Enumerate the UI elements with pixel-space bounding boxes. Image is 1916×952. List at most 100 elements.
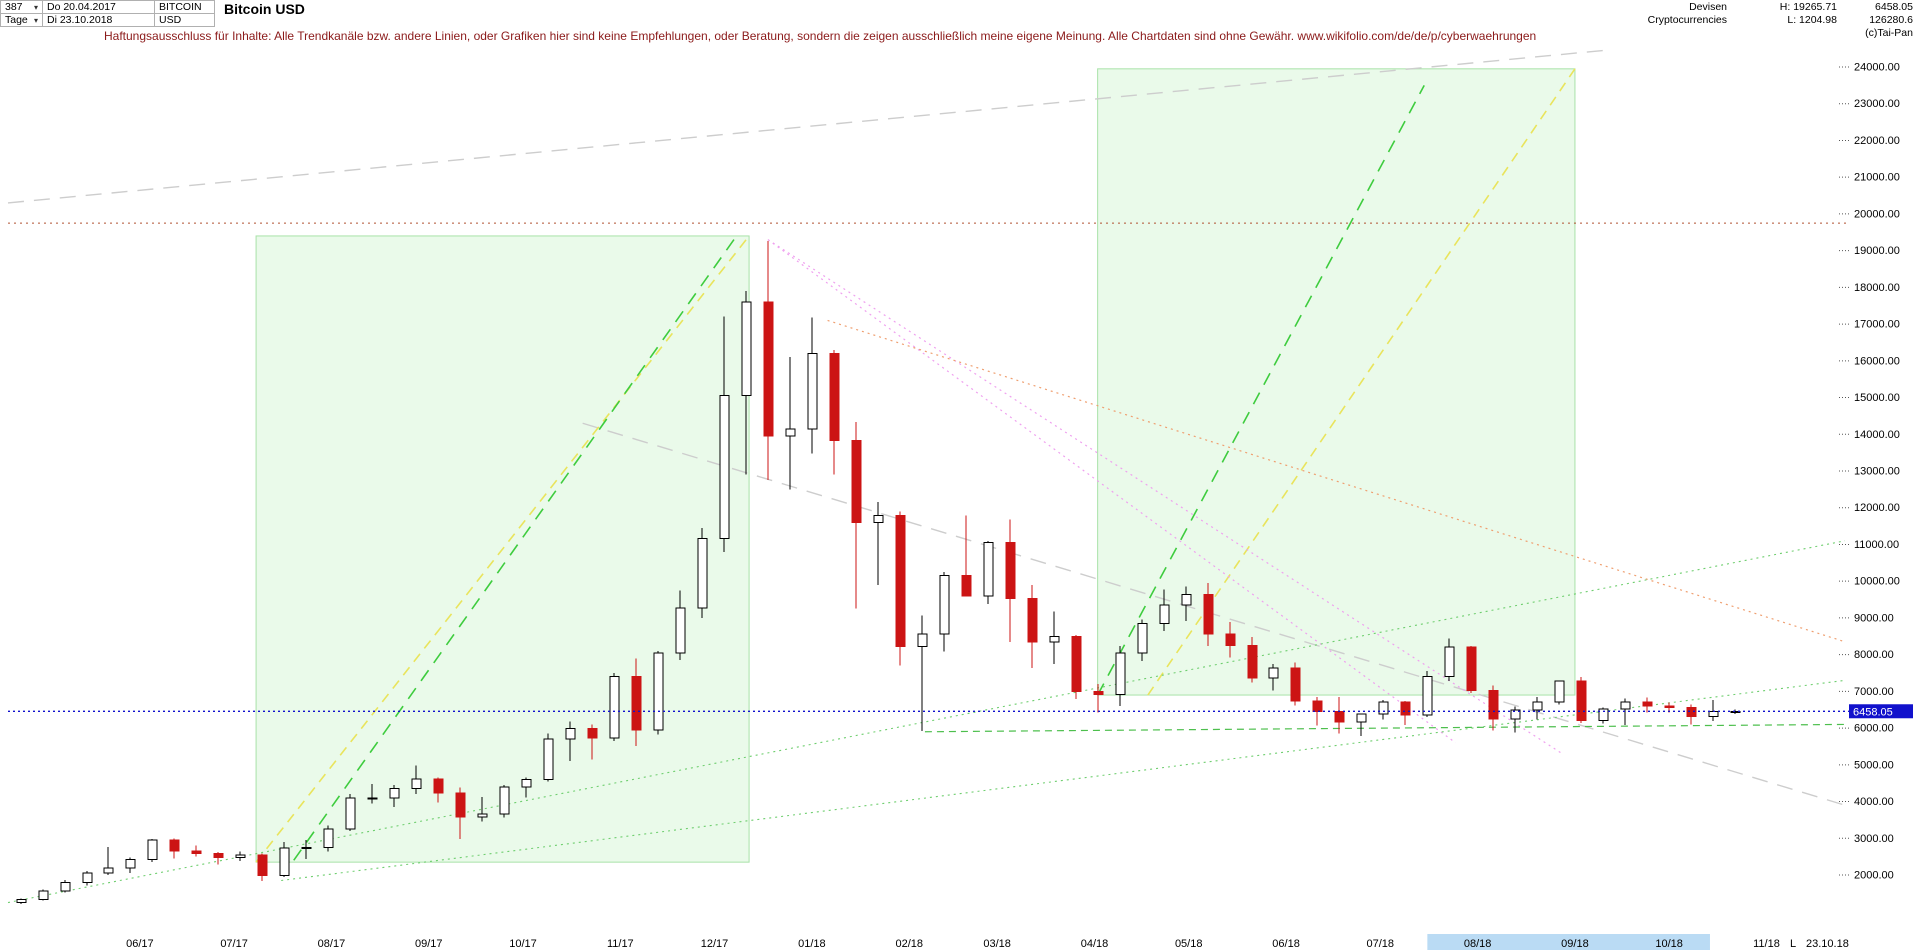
candle-up (1620, 701, 1631, 710)
candle-down (169, 839, 180, 852)
last-price-tag (1849, 704, 1913, 719)
candle-up (82, 872, 93, 884)
candle-up (60, 882, 71, 892)
date-to-field[interactable]: Di 23.10.2018 (42, 13, 155, 27)
candles (16, 240, 1741, 904)
candle-up (1049, 635, 1060, 643)
candle-up (367, 797, 378, 800)
y-axis-label: 10000.00 (1854, 576, 1900, 588)
candle-up (1422, 676, 1433, 716)
candle-up (653, 652, 664, 731)
trend-box-2018 (1097, 68, 1576, 696)
candle-up (301, 846, 312, 849)
y-axis-label: 13000.00 (1854, 466, 1900, 478)
x-axis-label: 08/17 (318, 938, 346, 950)
x-axis-label: 01/18 (798, 938, 826, 950)
candle-down (1642, 701, 1653, 707)
candle-up (1708, 711, 1719, 718)
candle-up (38, 890, 49, 901)
candle-down (1312, 700, 1323, 713)
green-support-long (7, 540, 1846, 904)
chart-settings-fields: 387 ▾ Do 20.04.2017 BITCOIN Tage ▾ Di 23.1… (0, 0, 215, 27)
y-axis-label: 23000.00 (1854, 98, 1900, 110)
y-axis-label: 5000.00 (1854, 759, 1894, 771)
cursor-prefix: L (1790, 938, 1796, 950)
candle-down (257, 854, 268, 876)
candle-down (191, 850, 202, 854)
y-axis-label: 11000.00 (1854, 539, 1899, 551)
candle-up (873, 514, 884, 523)
candle-up (785, 428, 796, 437)
period-value: Tage (5, 13, 28, 26)
candle-up (741, 301, 752, 397)
x-axis-label: 07/18 (1366, 938, 1394, 950)
pink-fan-line-flat (767, 239, 1563, 755)
candle-down (1400, 701, 1411, 716)
period-dropdown[interactable]: Tage ▾ (0, 13, 43, 27)
bars-count-dropdown[interactable]: 387 ▾ (0, 0, 43, 14)
candle-up (103, 867, 114, 874)
x-axis-label: 02/18 (895, 938, 923, 950)
last-price-tag-value: 6458.05 (1853, 706, 1893, 718)
candle-down (851, 440, 862, 523)
x-axis-selection-highlight (1427, 934, 1710, 950)
candle-down (455, 792, 466, 818)
candle-down (763, 301, 774, 437)
candle-up (1356, 713, 1367, 723)
symbol-currency: USD (154, 13, 215, 27)
date-from-field[interactable]: Do 20.04.2017 (42, 0, 155, 14)
disclaimer-text: Haftungsausschluss für Inhalte: Alle Tre… (104, 29, 1537, 43)
candle-up (1510, 709, 1521, 720)
candle-down (1466, 646, 1477, 691)
candle-up (1598, 708, 1609, 722)
candle-up (939, 574, 950, 635)
category-line1: Devisen (1689, 1, 1727, 13)
candle-down (1005, 541, 1016, 599)
candle-up (1137, 622, 1148, 654)
candle-down (961, 574, 972, 597)
copyright-label: (c)Tai-Pan (1865, 27, 1913, 39)
x-axis-label: 07/17 (220, 938, 248, 950)
chart-title: Bitcoin USD (224, 1, 305, 17)
symbol-name: BITCOIN (154, 0, 215, 14)
candle-down (895, 514, 906, 648)
green-support-low (924, 723, 1846, 733)
y-axis-label: 17000.00 (1854, 319, 1900, 331)
candle-up (147, 839, 158, 861)
green-channel-2018 (1096, 84, 1425, 696)
candle-up (1554, 680, 1565, 703)
x-axis-label: 03/18 (983, 938, 1011, 950)
candle-down (1576, 680, 1587, 722)
candle-down (1093, 691, 1104, 696)
y-axis-label: 8000.00 (1854, 649, 1894, 661)
y-axis-label: 24000.00 (1854, 62, 1900, 74)
x-axis-label: 06/18 (1272, 938, 1300, 950)
candle-up (719, 395, 730, 540)
candle-up (1378, 701, 1389, 715)
header-right-info: Devisen Cryptocurrencies H: 19265.71 L: … (1597, 1, 1913, 40)
candle-down (1686, 707, 1697, 718)
candle-down (1027, 597, 1038, 643)
gray-trendline-rising (7, 49, 1604, 204)
candle-down (1664, 705, 1675, 709)
candle-up (389, 788, 400, 799)
cursor-date: 23.10.18 (1806, 938, 1849, 950)
candle-down (433, 778, 444, 794)
x-axis-label: 05/18 (1175, 938, 1203, 950)
y-axis-label: 2000.00 (1854, 870, 1894, 882)
candle-down (1334, 711, 1345, 723)
y-axis-label: 14000.00 (1854, 429, 1900, 441)
candle-down (587, 727, 598, 739)
candle-down (213, 852, 224, 858)
x-axis-label: 11/18 (1753, 938, 1780, 950)
candle-up (543, 738, 554, 781)
price-block: 6458.05 126280.6 (c)Tai-Pan (1847, 1, 1913, 40)
category-line2: Cryptocurrencies (1647, 14, 1727, 26)
x-axis-label: 04/18 (1081, 938, 1109, 950)
candle-up (1268, 667, 1279, 679)
candle-down (829, 352, 840, 442)
candle-up (521, 779, 532, 788)
candle-up (917, 633, 928, 648)
category-block: Devisen Cryptocurrencies (1597, 1, 1727, 40)
